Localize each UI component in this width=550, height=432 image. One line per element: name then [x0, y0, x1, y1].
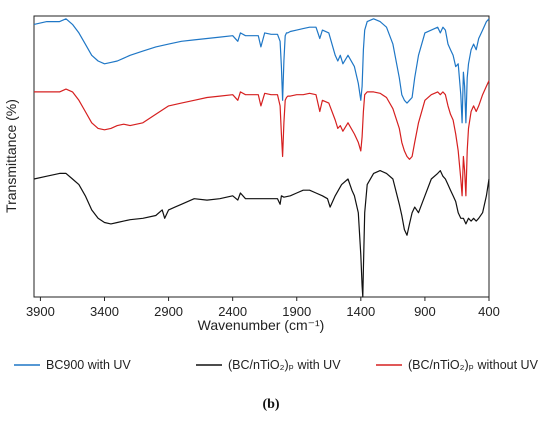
x-tick-label: 3400 — [90, 304, 119, 319]
series-without-uv-line — [34, 80, 490, 197]
legend-item-bc900: BC900 with UV — [14, 358, 131, 372]
x-axis-title: Wavenumber (cm⁻¹) — [198, 317, 325, 333]
series-with-uv-line — [33, 170, 490, 298]
panel-label: (b) — [262, 397, 279, 412]
x-tick-label: 900 — [414, 304, 436, 319]
y-axis-title: Transmittance (%) — [3, 99, 19, 213]
x-tick-label: 2900 — [154, 304, 183, 319]
x-tick-label: 1900 — [282, 304, 311, 319]
legend-label: BC900 with UV — [46, 358, 131, 372]
series-layer — [33, 18, 490, 298]
x-tick-label: 400 — [478, 304, 500, 319]
x-tick-label: 2400 — [218, 304, 247, 319]
x-tick-label: 1400 — [346, 304, 375, 319]
legend: BC900 with UV (BC/nTiO₂)ₚ with UV (BC/nTiO… — [14, 358, 539, 372]
x-ticks-layer: 3900 3400 2900 2400 1900 1400 900 400 — [26, 297, 500, 319]
legend-item-without-uv: (BC/nTiO₂)ₚ without UV — [376, 358, 539, 372]
series-bc900-line — [33, 18, 490, 124]
legend-label: (BC/nTiO₂)ₚ without UV — [408, 358, 539, 372]
legend-label: (BC/nTiO₂)ₚ with UV — [228, 358, 341, 372]
x-tick-label: 3900 — [26, 304, 55, 319]
plot-frame — [33, 15, 490, 298]
legend-item-with-uv: (BC/nTiO₂)ₚ with UV — [196, 358, 341, 372]
